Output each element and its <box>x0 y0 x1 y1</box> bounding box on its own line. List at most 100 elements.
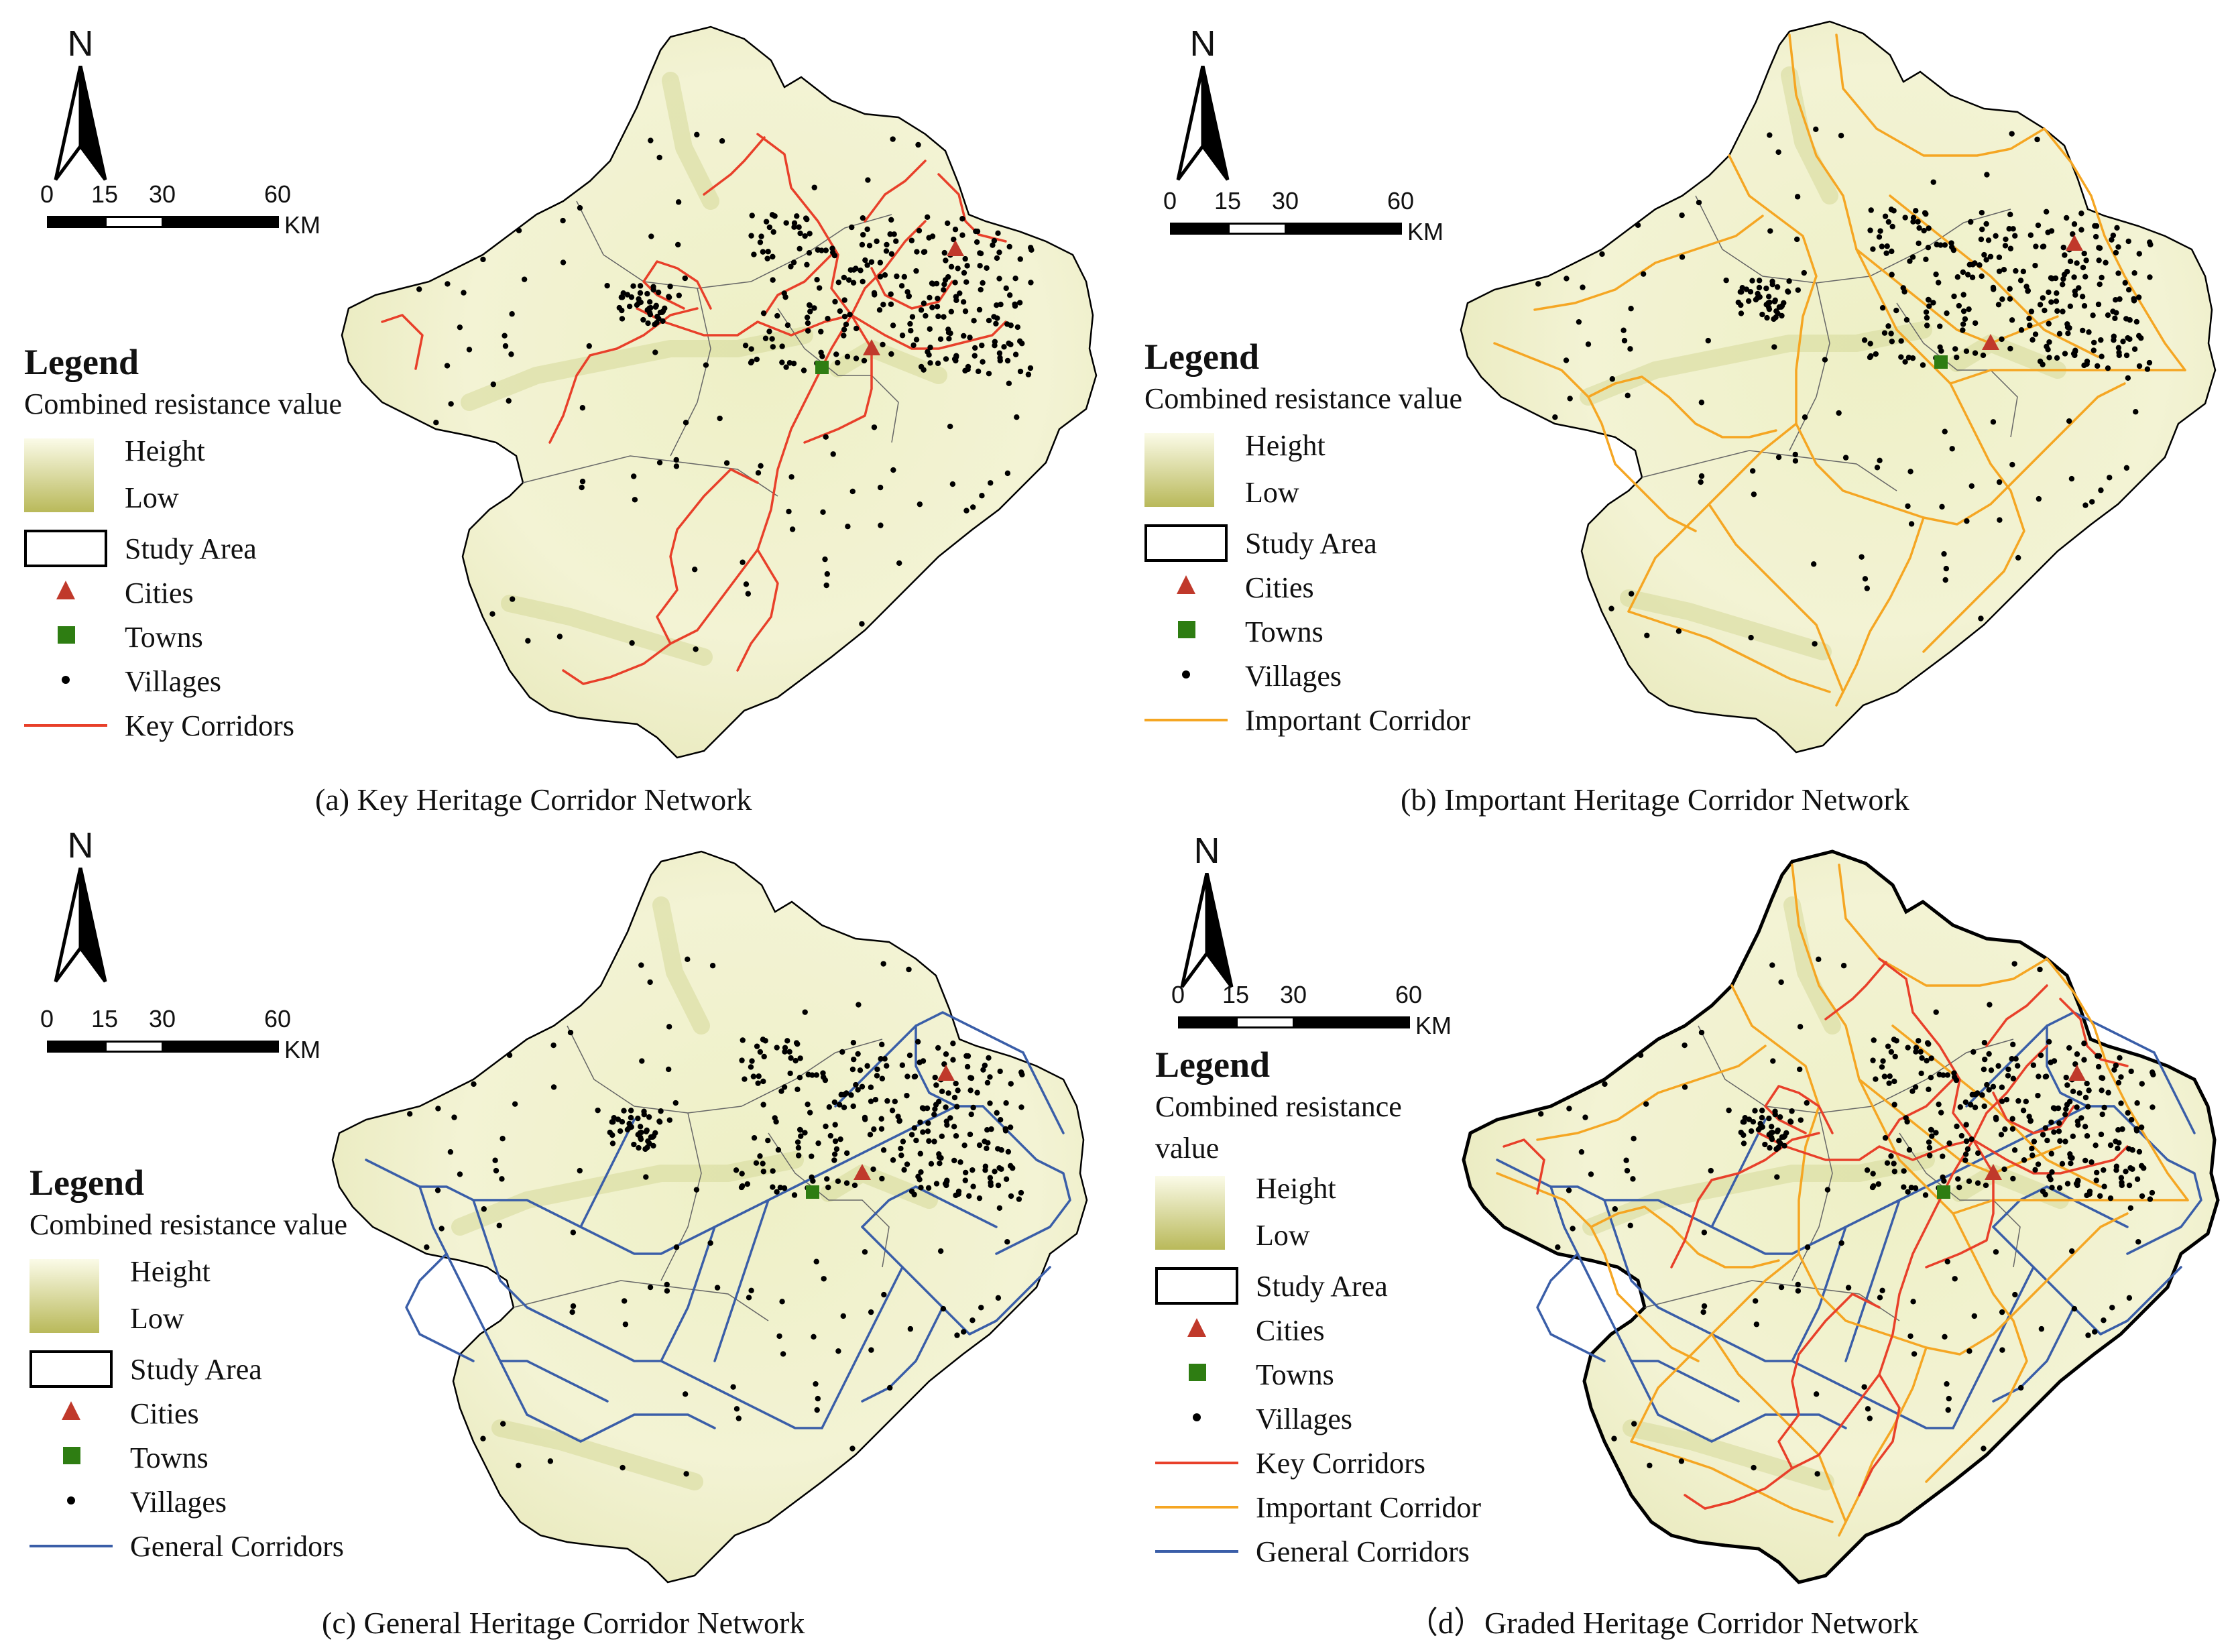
village-point <box>2113 1062 2119 1069</box>
village-point <box>944 220 951 227</box>
village-point <box>920 1058 927 1064</box>
scale-tick-0: 0 <box>40 180 54 208</box>
village-point <box>1740 1119 1747 1125</box>
low-resistance-zone <box>1582 1151 1935 1236</box>
town-marker <box>1934 355 1948 369</box>
village-point <box>765 1137 771 1144</box>
village-point <box>870 1166 876 1173</box>
legend-towns: Towns <box>24 615 342 660</box>
village-point <box>1891 1169 1898 1175</box>
village-point <box>818 329 824 335</box>
village-point <box>733 1167 740 1173</box>
village-point <box>2120 339 2126 345</box>
village-point <box>757 1153 763 1159</box>
village-point <box>709 963 716 969</box>
village-point <box>2040 1132 2046 1138</box>
key-corridor <box>1972 1045 2048 1141</box>
village-point <box>825 1184 831 1191</box>
village-point <box>2081 250 2087 257</box>
village-point <box>1902 215 1908 221</box>
village-point <box>2126 1295 2133 1301</box>
village-point <box>1938 1110 1944 1116</box>
village-point <box>832 298 838 305</box>
village-point <box>1977 262 1983 268</box>
legend-study-area: Study Area <box>1155 1264 1402 1309</box>
village-point <box>1755 1126 1762 1133</box>
village-point <box>876 307 883 313</box>
village-point <box>2057 1138 2063 1144</box>
village-point <box>2010 226 2016 232</box>
village-point <box>1771 344 1777 350</box>
village-point <box>723 460 730 466</box>
village-point <box>448 401 454 407</box>
village-point <box>1789 1108 1795 1114</box>
village-point <box>994 315 1000 321</box>
village-point <box>862 257 868 263</box>
village-point <box>986 317 992 324</box>
village-point <box>941 287 947 293</box>
village-point <box>480 1435 486 1441</box>
village-point <box>2146 359 2153 366</box>
village-point <box>570 1303 577 1309</box>
village-point <box>2001 267 2007 273</box>
study-area-outline <box>1460 20 2217 754</box>
village-point <box>510 596 516 602</box>
village-point <box>853 325 860 332</box>
village-point <box>806 249 813 256</box>
village-point <box>577 204 583 211</box>
village-point <box>962 308 969 314</box>
village-point <box>824 1176 830 1182</box>
village-point <box>1792 451 1798 458</box>
village-point <box>2003 236 2009 243</box>
village-point <box>676 292 682 298</box>
village-point <box>1749 278 1755 284</box>
village-point <box>787 1070 793 1077</box>
village-point <box>794 1139 801 1145</box>
general-corridor <box>365 1159 609 1242</box>
low-resistance-zone <box>491 1419 703 1490</box>
village-point <box>929 304 935 310</box>
village-point <box>1957 1104 1964 1110</box>
important-corridor <box>1496 1172 1619 1295</box>
village-point <box>1906 1146 1913 1153</box>
general-corridor <box>1022 1051 1065 1134</box>
village-point <box>717 415 723 422</box>
village-point <box>1698 400 1705 406</box>
village-point <box>1963 348 1970 355</box>
village-point <box>1885 1043 1891 1049</box>
village-point <box>1813 126 1819 133</box>
important-corridor <box>1728 154 1818 425</box>
village-point <box>1014 324 1021 331</box>
village-point <box>1891 208 1897 214</box>
village-point <box>1962 1157 1968 1163</box>
village-point <box>967 1075 974 1081</box>
scale-unit: KM <box>1407 218 1444 245</box>
village-point <box>988 1182 994 1189</box>
legend-key-corridors: Key Corridors <box>24 704 342 748</box>
village-point <box>1944 1258 1950 1264</box>
village-point <box>1006 380 1012 386</box>
important-corridor <box>2043 127 2186 371</box>
village-point <box>1679 212 1685 219</box>
village-point <box>1870 1057 1876 1063</box>
village-point <box>779 359 785 365</box>
village-point <box>609 1119 615 1125</box>
village-point <box>963 508 969 514</box>
village-point <box>2133 1128 2140 1134</box>
important-corridor <box>1925 1212 2028 1483</box>
village-point <box>859 621 865 627</box>
village-point <box>1945 1407 1951 1413</box>
village-point <box>961 333 967 339</box>
village-point <box>937 1248 944 1254</box>
village-point <box>2138 1163 2145 1169</box>
village-point <box>1812 641 1818 647</box>
village-point <box>1960 321 1966 327</box>
village-point <box>2147 274 2153 280</box>
key-corridor <box>937 173 1007 243</box>
key-corridor <box>850 220 927 316</box>
village-point <box>913 337 920 343</box>
village-point <box>2115 1145 2121 1151</box>
village-point <box>2023 1098 2029 1105</box>
village-point <box>1627 1222 1633 1229</box>
village-point <box>766 329 772 335</box>
